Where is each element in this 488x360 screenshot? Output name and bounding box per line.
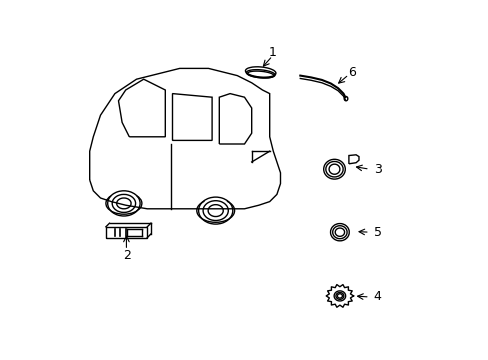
Text: 6: 6 (348, 66, 356, 78)
Text: 5: 5 (373, 226, 381, 239)
Text: 4: 4 (373, 291, 381, 303)
Text: 2: 2 (123, 249, 131, 262)
Text: 3: 3 (373, 163, 381, 176)
Text: 1: 1 (268, 46, 276, 59)
